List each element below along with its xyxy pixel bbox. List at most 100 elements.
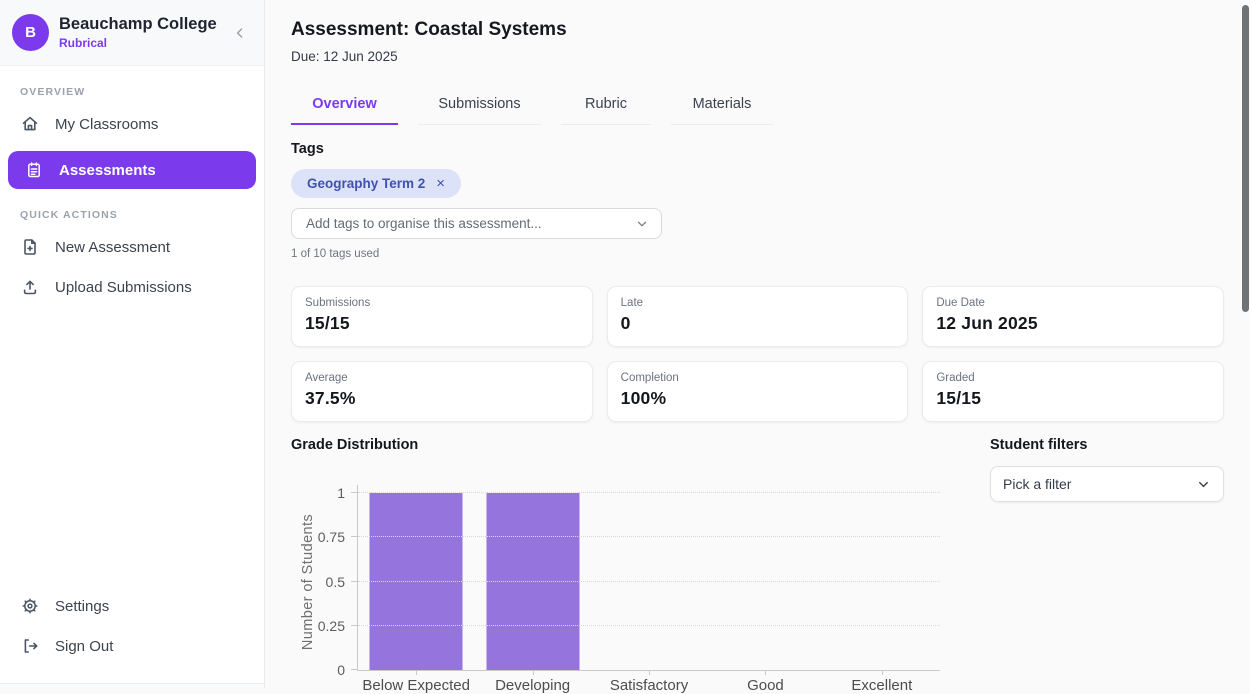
y-axis-title: Number of Students [300,513,316,650]
x-tick-mark [532,670,534,675]
stat-value: 15/15 [305,313,350,333]
sidebar-item-upload-submissions[interactable]: Upload Submissions [0,267,264,307]
upload-icon [20,277,40,297]
bar-below-expected [369,493,463,670]
chart-column: Developing [474,493,590,694]
home-icon [20,114,40,134]
y-tick-mark [351,669,357,670]
grade-distribution-chart: Number of Students Below Expected Develop… [291,461,951,694]
sidebar-item-label: Sign Out [55,637,114,655]
y-tick-label: 0.75 [317,529,345,546]
y-tick-mark [351,580,357,582]
y-tick-label: 0 [337,662,345,678]
y-tick-mark [351,492,357,493]
bar-developing [486,493,580,670]
gridline [358,580,940,582]
stat-value: 12 Jun 2025 [936,313,1038,333]
stat-label: Due Date [936,297,985,309]
tag-chip-label: Geography Term 2 [307,176,426,191]
chart-title: Grade Distribution [291,437,419,453]
org-logo-letter: B [25,24,36,41]
stat-label: Average [305,372,348,384]
sidebar-item-my-classrooms[interactable]: My Classrooms [0,104,264,144]
stat-value: 0 [620,313,631,333]
vertical-scrollbar-thumb[interactable] [1242,5,1249,312]
sidebar-item-settings[interactable]: Settings [0,586,264,626]
chart-columns: Below Expected Developing Satisfactory Good… [358,493,940,694]
sidebar-item-label: Settings [55,597,110,615]
stat-label: Completion [620,372,679,384]
x-tick-mark [649,670,651,675]
sidebar-item-label: My Classrooms [55,115,159,133]
y-tick-label: 1 [337,485,345,501]
student-filters-section: Student filters Pick a filter [990,437,1224,502]
x-tick-mark [881,670,883,675]
tab-submissions[interactable]: Submissions [418,96,541,125]
chart-column: Satisfactory [591,493,707,694]
chart-plot: Number of Students Below Expected Develop… [300,485,940,694]
sidebar-bottom: Settings Sign Out [0,586,264,666]
sign-out-icon [20,636,40,656]
stat-card-completion: Completion 100% [606,361,909,422]
y-tick-label: 0.5 [325,573,345,590]
add-tag-combobox[interactable] [291,208,662,239]
y-tick-mark [351,536,357,538]
stat-card-due-date: Due Date 12 Jun 2025 [922,286,1224,347]
sidebar-item-new-assessment[interactable]: New Assessment [0,227,264,267]
tag-chip-row: Geography Term 2 × [291,169,662,198]
tag-chip[interactable]: Geography Term 2 × [291,169,462,198]
student-filters-heading: Student filters [990,437,1088,453]
sidebar-item-label: Upload Submissions [55,278,192,296]
chevron-down-icon [1199,481,1208,487]
stat-value: 15/15 [936,388,982,408]
product-name: Rubrical [59,36,108,50]
sidebar-section-overview: OVERVIEW [20,86,86,98]
org-name: Beauchamp College [59,15,217,33]
stat-card-submissions: Submissions 15/15 [291,286,593,347]
sidebar-item-assessments[interactable]: Assessments [8,151,256,189]
x-tick-label: Excellent [851,677,913,694]
tab-bar: Overview Submissions Rubric Materials [291,96,773,125]
x-tick-mark [765,670,767,675]
page-title: Assessment: Coastal Systems [291,19,567,40]
tags-usage-text: 1 of 10 tags used [291,248,380,260]
gridline [358,536,940,538]
add-tag-input[interactable] [304,215,635,232]
tags-section: Tags Geography Term 2 × 1 of 10 tags use… [291,141,662,260]
sidebar-footer-divider [0,683,264,688]
tab-overview[interactable]: Overview [291,96,398,125]
chevron-left-icon [236,27,243,38]
sidebar-item-label: New Assessment [55,238,171,256]
stat-card-graded: Graded 15/15 [922,361,1224,422]
student-filter-value: Pick a filter [1003,476,1072,492]
org-logo: B [12,14,49,51]
chart-column: Good [707,493,823,694]
sidebar-section-quick-actions: QUICK ACTIONS [20,209,118,221]
student-filter-dropdown[interactable]: Pick a filter [990,466,1224,502]
org-title-block: Beauchamp College Rubrical [59,15,230,50]
tab-materials[interactable]: Materials [671,96,773,125]
stats-grid: Submissions 15/15 Late 0 Due Date 12 Jun… [291,286,1224,422]
sidebar-item-sign-out[interactable]: Sign Out [0,626,264,666]
chevron-down-icon [637,221,647,226]
stat-value: 100% [620,388,667,408]
sidebar-item-label: Assessments [59,161,156,179]
tag-remove-icon[interactable]: × [436,175,446,192]
tags-heading: Tags [291,141,324,157]
tab-rubric[interactable]: Rubric [561,96,651,125]
stat-label: Graded [936,372,975,384]
chart-column: Below Expected [358,493,474,694]
y-tick-label: 0.25 [317,617,345,634]
x-tick-mark [416,670,418,675]
y-tick-mark [351,624,357,626]
stat-card-average: Average 37.5% [291,361,593,422]
clipboard-icon [24,160,44,180]
sidebar-collapse-button[interactable] [230,23,250,43]
grade-distribution-section: Grade Distribution Number of Students Be… [291,437,951,694]
stat-value: 37.5% [305,388,356,408]
due-date-text: Due: 12 Jun 2025 [291,49,398,64]
gear-icon [20,596,40,616]
stat-label: Late [620,297,644,309]
sidebar-header: B Beauchamp College Rubrical [0,0,264,66]
sidebar: B Beauchamp College Rubrical OVERVIEW My… [0,0,265,688]
